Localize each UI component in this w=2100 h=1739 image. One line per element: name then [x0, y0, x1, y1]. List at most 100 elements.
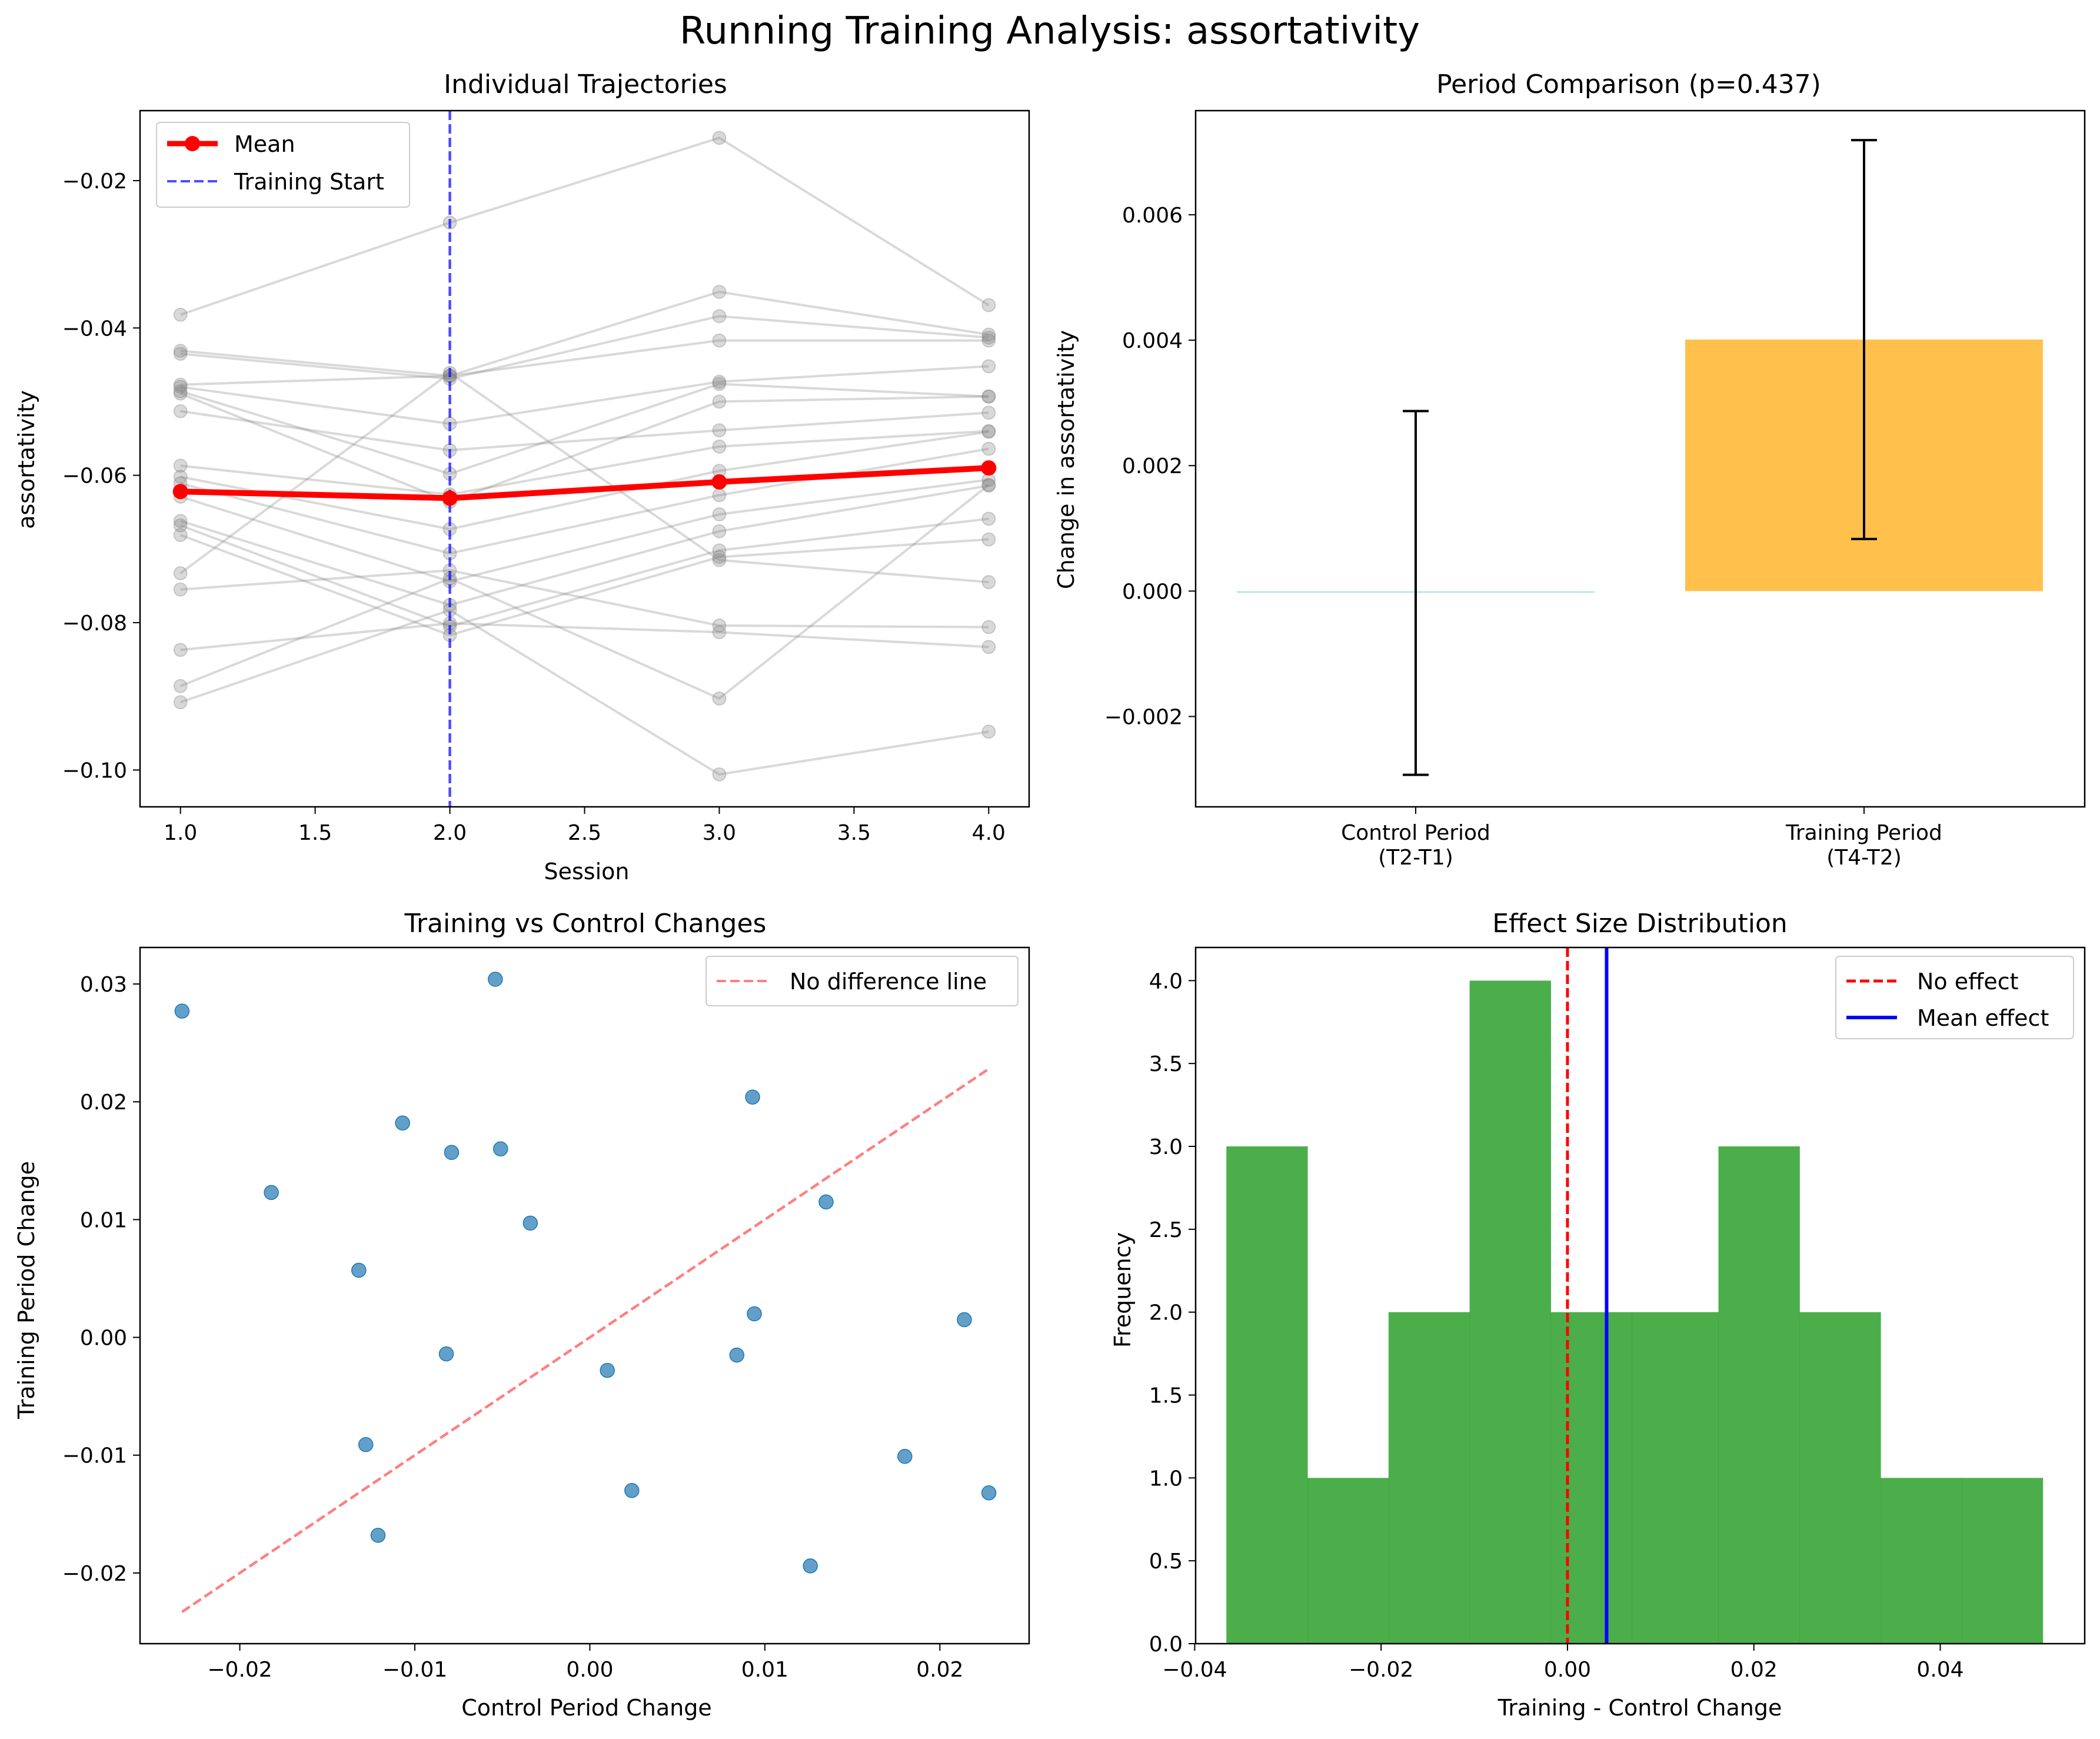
histogram-bar: [1718, 1146, 1800, 1644]
histogram-ytick-label: 0.0: [1149, 1632, 1183, 1657]
individual-point: [712, 439, 727, 454]
period-comparison-panel: Period Comparison (p=0.437) Change in as…: [1053, 69, 2086, 870]
period-ytick-label: 0.002: [1122, 454, 1183, 478]
period-ytick-label: 0.004: [1122, 329, 1183, 353]
period-category-label: (T4-T2): [1826, 846, 1902, 870]
scatter-point: [981, 1485, 997, 1501]
individual-point: [981, 620, 996, 634]
individual-point: [173, 377, 188, 392]
period-category-label: Control Period: [1341, 821, 1490, 845]
individual-line: [180, 290, 989, 377]
individual-point: [981, 330, 996, 345]
histogram-legend: No effect Mean effect: [1835, 956, 2074, 1039]
period-category-label: Training Period: [1785, 821, 1942, 845]
individual-line: [180, 622, 989, 651]
individual-line: [179, 371, 989, 584]
trajectories-xtick-label: 1.0: [164, 821, 197, 845]
individual-line: [180, 447, 989, 555]
trajectories-ytick-label: −0.06: [62, 464, 127, 488]
scatter-point: [624, 1483, 640, 1498]
histogram-xtick-label: −0.04: [1162, 1658, 1227, 1682]
individual-point: [712, 507, 727, 522]
individual-line: [179, 517, 989, 628]
individual-line: [180, 569, 989, 629]
period-ytick-label: 0.006: [1122, 204, 1183, 228]
individual-point: [712, 691, 727, 706]
scatter-xtick-label: −0.02: [207, 1658, 272, 1682]
scatter-point: [438, 1346, 454, 1362]
histogram-ytick-label: 1.0: [1149, 1467, 1183, 1491]
scatter-point: [957, 1312, 972, 1328]
individual-line: [179, 484, 990, 700]
trajectories-ytick-label: −0.02: [62, 169, 127, 194]
scatter-point: [745, 1089, 760, 1105]
individual-point: [173, 566, 188, 581]
individual-point: [712, 619, 727, 633]
individual-point: [981, 327, 996, 342]
individual-point: [173, 514, 188, 528]
scatter-point: [264, 1185, 279, 1201]
individual-point: [981, 405, 996, 420]
individual-point: [712, 553, 727, 567]
individual-point: [981, 333, 996, 348]
scatter-xtick-label: 0.00: [566, 1658, 613, 1682]
histogram-bar: [1226, 1146, 1308, 1644]
individual-point: [173, 582, 188, 597]
individual-point: [981, 532, 996, 547]
no-difference-line: [181, 1068, 990, 1613]
individual-point: [173, 643, 188, 657]
scatter-point: [897, 1448, 913, 1464]
histogram-xtick-label: −0.02: [1349, 1658, 1413, 1682]
scatter-title: Training vs Control Changes: [404, 909, 767, 939]
individual-line: [180, 383, 989, 476]
individual-point: [712, 284, 727, 299]
histogram-xtick-label: 0.04: [1916, 1658, 1963, 1682]
individual-point: [981, 640, 996, 654]
individual-point: [712, 374, 727, 389]
histogram-bar: [1550, 1312, 1632, 1644]
individual-point: [173, 528, 188, 543]
histogram-ytick-label: 4.0: [1149, 969, 1183, 993]
trajectories-panel: Individual Trajectories Session assortat…: [14, 69, 1030, 885]
individual-point: [981, 424, 996, 439]
scatter-axes: [139, 946, 1030, 1645]
individual-point: [712, 131, 727, 145]
individual-point: [981, 441, 996, 456]
individual-line: [180, 365, 989, 425]
period-ytick-label: −0.002: [1104, 706, 1183, 730]
scatter-point: [600, 1362, 615, 1378]
scatter-point: [351, 1262, 367, 1278]
individual-point: [712, 333, 727, 348]
mean-point: [172, 484, 188, 500]
histogram-axes: [1194, 946, 2086, 1645]
histogram-bar: [1632, 1312, 1719, 1644]
histogram-title: Effect Size Distribution: [1492, 909, 1788, 939]
individual-point: [712, 377, 727, 391]
histogram-ytick-label: 1.5: [1149, 1384, 1183, 1408]
scatter-ytick-label: 0.01: [80, 1208, 127, 1232]
individual-point: [173, 347, 188, 361]
trajectories-xtick-label: 3.0: [703, 821, 736, 845]
individual-point: [173, 695, 188, 710]
individual-line: [179, 392, 989, 503]
histogram-ytick-label: 3.0: [1149, 1135, 1183, 1159]
period-ytick-label: 0.000: [1122, 580, 1183, 604]
period-category-label: (T2-T1): [1378, 846, 1453, 870]
scatter-point: [492, 1141, 508, 1157]
scatter-ytick-label: −0.01: [62, 1444, 127, 1468]
histogram-xtick-label: 0.00: [1544, 1658, 1591, 1682]
period-axes: [1194, 109, 2086, 808]
scatter-point: [174, 1003, 190, 1019]
individual-point: [712, 767, 727, 782]
histogram-xtick-label: 0.02: [1730, 1658, 1778, 1682]
individual-point: [173, 470, 188, 484]
scatter-legend: No difference line: [705, 956, 1019, 1006]
histogram-ytick-label: 2.5: [1149, 1218, 1183, 1242]
individual-point: [981, 389, 996, 404]
individual-line: [180, 478, 989, 583]
histogram-bar: [1799, 1312, 1881, 1644]
individual-line: [180, 410, 989, 452]
scatter-point: [803, 1558, 818, 1574]
legend-no-difference-label: No difference line: [790, 969, 987, 995]
trajectories-legend: Mean Training Start: [156, 122, 410, 208]
